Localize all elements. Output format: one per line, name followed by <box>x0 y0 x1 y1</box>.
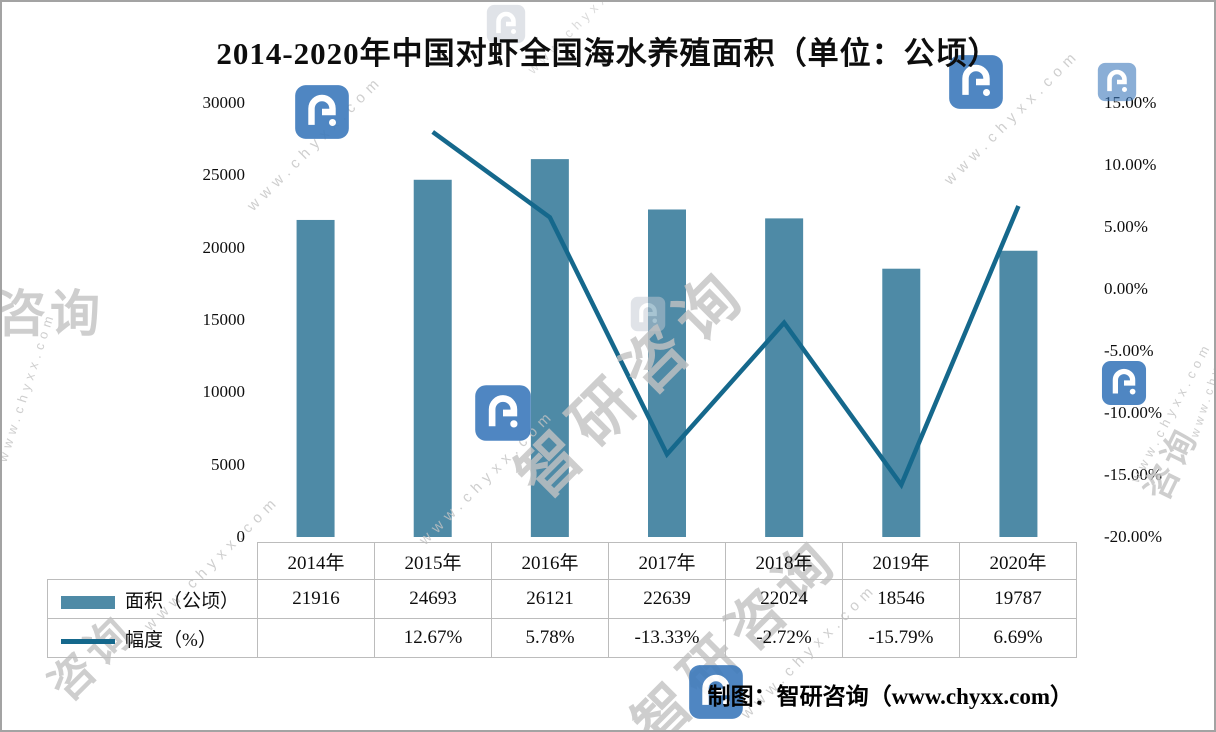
credit-text: 制图：智研咨询（www.chyxx.com） <box>707 684 1073 709</box>
legend-label: 面积（公顷） <box>125 590 240 612</box>
table-value-cell: 12.67% <box>374 618 492 658</box>
left-axis-label: 10000 <box>202 382 246 402</box>
right-axis-label: -5.00% <box>1104 341 1154 360</box>
table-value-cell: -13.33% <box>608 618 726 658</box>
right-axis-label: 10.00% <box>1104 155 1157 174</box>
chart-title: 2014-2020年中国对虾全国海水养殖面积（单位：公顷） <box>216 36 1000 71</box>
table-year-header: 2019年 <box>842 542 960 580</box>
table-year-header: 2015年 <box>374 542 492 580</box>
table-value-cell: 19787 <box>959 579 1077 619</box>
growth-rate-line <box>431 130 1021 490</box>
right-axis-label: 15.00% <box>1104 93 1157 112</box>
left-axis-label: 15000 <box>202 310 246 329</box>
right-axis-label: -10.00% <box>1104 403 1163 422</box>
right-axis-label: 0.00% <box>1104 279 1148 298</box>
legend-bar-swatch-icon <box>61 595 115 609</box>
table-value-cell: -15.79% <box>842 618 960 658</box>
area-bar-2015年 <box>413 179 452 537</box>
table-year-header: 2014年 <box>257 542 375 580</box>
data-table: 2014年 2015年 2016年 2017年 2018年 2019年 2020年面积（公顷… <box>47 542 1077 658</box>
left-axis-label: 20000 <box>202 237 246 257</box>
legend-label: 幅度（%） <box>125 629 217 651</box>
table-value-cell <box>257 618 375 658</box>
right-axis-label: -15.00% <box>1104 465 1163 484</box>
right-axis-label: 5.00% <box>1104 217 1148 236</box>
area-bar-2017年 <box>648 209 686 537</box>
table-value-cell: 24693 <box>374 579 492 619</box>
legend-line-swatch-icon <box>61 638 115 644</box>
table-value-cell: -2.72% <box>725 618 843 658</box>
area-bar-2020年 <box>999 250 1038 538</box>
table-year-header: 2020年 <box>959 542 1077 580</box>
table-corner-cell <box>48 543 258 580</box>
left-axis-label: 25000 <box>202 165 246 185</box>
table-value-cell: 22639 <box>608 579 726 619</box>
table-value-cell: 26121 <box>491 579 609 619</box>
left-axis-label: 5000 <box>211 454 245 474</box>
table-value-cell: 5.78% <box>491 618 609 658</box>
table-value-cell: 6.69% <box>959 618 1077 658</box>
legend-cell: 幅度（%） <box>47 618 258 658</box>
table-year-header: 2016年 <box>491 542 609 580</box>
area-bar-2014年 <box>296 219 335 537</box>
area-bar-2018年 <box>765 218 804 537</box>
table-year-header: 2018年 <box>725 542 843 580</box>
left-axis-label: 0 <box>236 527 246 546</box>
table-value-cell: 21916 <box>257 579 375 619</box>
table-value-cell: 22024 <box>725 579 843 619</box>
legend-cell: 面积（公顷） <box>47 579 258 619</box>
table-value-cell: 18546 <box>842 579 960 619</box>
table-year-header: 2017年 <box>608 542 726 580</box>
right-axis-label: -20.00% <box>1104 527 1163 546</box>
left-axis-label: 30000 <box>202 93 246 112</box>
area-bar-2019年 <box>882 268 921 537</box>
